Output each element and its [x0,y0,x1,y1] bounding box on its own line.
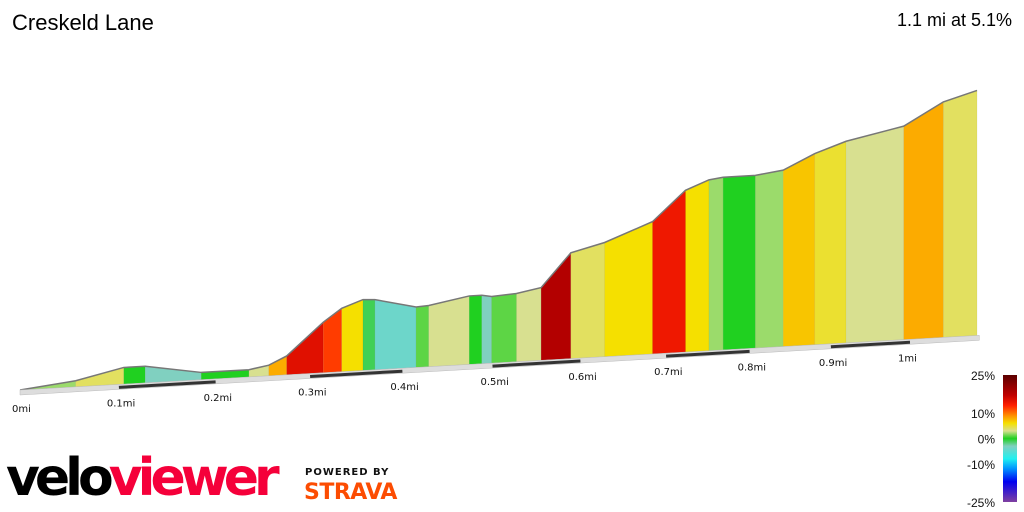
distance-band-dark [118,380,216,389]
x-tick-label: 1mi [898,353,917,364]
profile-top-edge [19,89,978,391]
gradient-segment [943,90,978,338]
x-tick-label: 0.3mi [298,387,326,398]
gradient-segment [341,299,364,372]
gradient-segment [374,299,417,371]
legend-label: -25% [967,496,995,510]
gradient-segment [415,305,430,368]
x-tick-label: 0.5mi [481,377,509,388]
gradient-segment [516,287,542,362]
gradient-segment [782,153,816,347]
x-tick-label: 0.6mi [568,372,596,383]
gradient-segment [362,299,376,371]
gradient-segment [123,365,146,385]
distance-band-dark [492,359,581,368]
x-tick-label: 0.2mi [204,393,232,404]
gradient-segment [75,367,125,388]
gradient-segment [268,355,287,377]
gradient-segment [845,125,905,344]
x-tick-label: 0.9mi [819,358,847,369]
logo-viewer: viewer [108,448,280,508]
gradient-segment [604,221,653,357]
gradient-segment [755,169,784,349]
x-tick-label: 0.4mi [390,382,418,393]
gradient-segment [469,294,483,365]
logo-velo: velo [6,448,114,508]
distance-band-dark [310,369,403,378]
segment-summary: 1.1 mi at 5.1% [896,10,1012,30]
gradient-segment [428,295,470,367]
gradient-segment [903,101,944,340]
powered-by-label: POWERED BY [305,467,390,478]
legend-label: 0% [978,433,996,447]
gradient-segment [322,307,342,373]
segment-title: Creskeld Lane [12,10,154,35]
x-tick-label: 0.7mi [654,367,682,378]
x-tick-label: 0.8mi [738,362,766,373]
gradient-segment [491,293,517,364]
legend-label: 10% [971,407,995,421]
distance-band-dark [830,340,911,349]
gradient-segment [685,179,710,353]
distance-band-dark [666,349,750,358]
legend-label: -10% [967,458,995,472]
gradient-legend-bar [1003,375,1017,502]
gradient-segment [722,175,756,351]
gradient-segment [481,294,492,364]
gradient-segment [814,140,847,345]
strava-logo: STRAVA [304,480,397,505]
veloviewer-logo: veloviewer [6,448,280,508]
gradient-segment [570,242,605,359]
gradient-segment [708,176,724,351]
gradient-segment [286,321,324,376]
legend-label: 25% [971,369,995,383]
gradient-segment [540,252,572,361]
x-tick-label: 0mi [12,404,31,415]
x-tick-label: 0.1mi [107,398,135,409]
gradient-segment [652,189,686,355]
